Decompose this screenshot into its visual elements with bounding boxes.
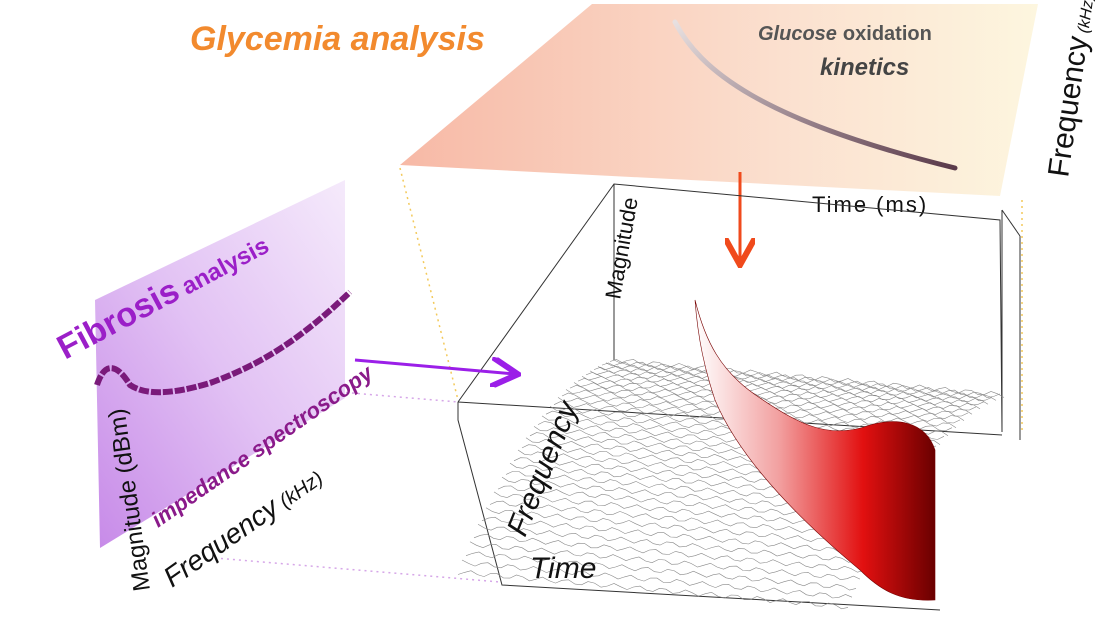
impedance-curve <box>94 289 353 396</box>
glycemia-title: Glycemia analysis <box>190 20 485 58</box>
projection-lines <box>214 167 1023 583</box>
kinetics-word: kinetics <box>820 54 909 81</box>
mesh-line <box>593 366 985 406</box>
mesh-line <box>477 523 869 563</box>
mesh-line <box>461 559 853 599</box>
oxidation-word: oxidation <box>843 23 932 45</box>
mesh-line <box>469 541 861 581</box>
frequency-word: Frequency <box>1042 34 1094 179</box>
mesh-line <box>485 507 877 547</box>
unit: (kHz) <box>276 467 328 512</box>
mesh-line <box>457 570 849 610</box>
kinetics-curve <box>672 19 958 171</box>
y-axis-label: Frequency(kHz) <box>1042 0 1095 179</box>
red-peak-surface <box>694 299 936 601</box>
mesh-line <box>609 359 1001 398</box>
mesh-line <box>573 382 965 421</box>
mesh-line <box>605 362 997 401</box>
mesh-line <box>613 359 1005 398</box>
unit: (kHz) <box>1075 0 1095 34</box>
mesh-line <box>465 551 857 591</box>
surface-mesh <box>457 359 1005 610</box>
mesh-line <box>581 375 973 415</box>
z-axis-label: Magnitude <box>600 195 642 301</box>
glucose-word: Glucose <box>758 23 837 45</box>
glucose-label: Glucose oxidation <box>758 23 932 45</box>
mesh-line <box>473 533 865 573</box>
mesh-line <box>597 365 989 405</box>
surface-x-axis: Time <box>530 552 596 585</box>
mesh-line <box>585 371 977 411</box>
glycemia-y-axis: Frequency(kHz) <box>1042 0 1095 179</box>
right-arrow <box>354 360 515 374</box>
mesh-line <box>601 362 993 402</box>
fibrosis-panel <box>95 180 345 548</box>
mesh-line <box>481 516 873 556</box>
